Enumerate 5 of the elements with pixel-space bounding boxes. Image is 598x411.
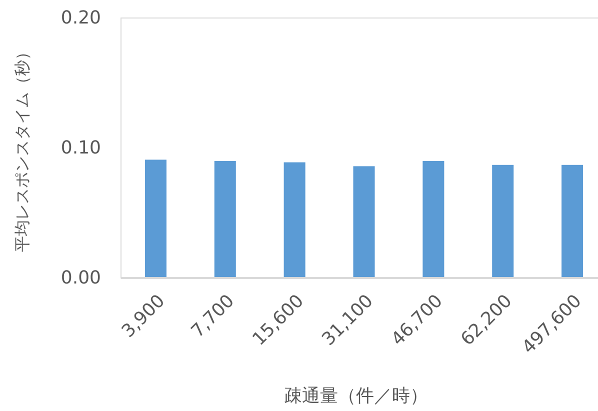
y-tick-label: 0.20 [60,8,101,28]
y-tick-label: 0.10 [60,138,101,158]
x-axis-title: 疎通量（件／時） [284,386,428,406]
y-tick-label: 0.00 [60,268,101,288]
y-axis-title: 平均レスポンスタイム（秒） [12,44,32,252]
